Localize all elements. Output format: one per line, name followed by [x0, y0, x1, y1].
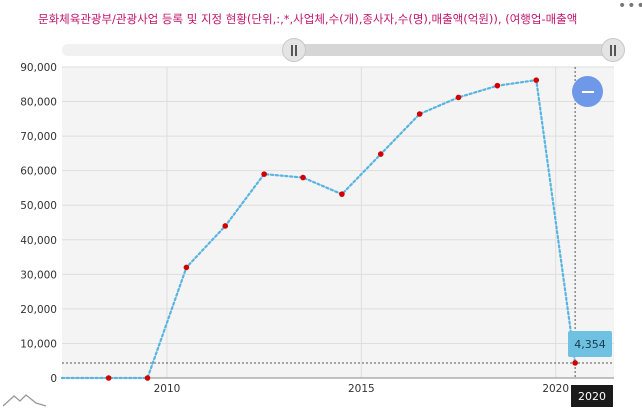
x-tick-label: 2020 — [542, 383, 569, 395]
plot-area — [62, 67, 614, 378]
data-point[interactable] — [455, 94, 462, 101]
data-point[interactable] — [144, 375, 151, 381]
range-slider-end-handle[interactable] — [601, 38, 625, 62]
range-slider-start-handle[interactable] — [282, 38, 306, 62]
data-points — [105, 77, 578, 381]
data-point[interactable] — [533, 77, 540, 83]
x-tick-label: 2010 — [154, 383, 181, 395]
y-tick-label: 30,000 — [20, 269, 57, 281]
series-line — [60, 78, 577, 380]
y-tick-label: 50,000 — [20, 200, 57, 212]
data-point[interactable] — [377, 151, 384, 157]
x-axis-ticks: 2010 2015 2020 — [154, 383, 569, 395]
tooltip-x-label: 2020 — [571, 385, 613, 407]
x-tick-label: 2015 — [348, 383, 375, 395]
grip-icon — [610, 44, 616, 56]
range-slider-selection[interactable] — [294, 44, 614, 56]
data-point[interactable] — [183, 264, 190, 271]
y-tick-label: 80,000 — [20, 97, 57, 109]
more-horizontal-icon[interactable]: ••• — [618, 0, 642, 14]
crosshair — [62, 67, 614, 378]
zoom-out-icon[interactable] — [572, 76, 603, 107]
grid-lines — [62, 66, 614, 378]
data-point[interactable] — [339, 191, 345, 197]
data-point[interactable] — [222, 223, 229, 229]
mountain-logo-icon — [2, 394, 47, 407]
y-tick-label: 90,000 — [20, 62, 57, 74]
y-tick-label: 0 — [50, 373, 57, 385]
data-point[interactable] — [572, 360, 578, 366]
grip-icon — [291, 44, 297, 56]
y-tick-label: 70,000 — [20, 131, 57, 143]
chart-title: 문화체육관광부/관광사업 등록 및 지정 현황(단위,:,*,사업체,수(개),… — [38, 12, 578, 26]
data-point[interactable] — [300, 174, 306, 181]
y-tick-label: 10,000 — [20, 338, 57, 350]
tooltip-value: 4,354 — [568, 331, 612, 357]
y-tick-label: 40,000 — [20, 235, 57, 247]
y-axis-ticks: 0 10,000 20,000 30,000 40,000 50,000 60,000 70,… — [20, 62, 57, 385]
data-point[interactable] — [494, 82, 501, 89]
data-point[interactable] — [105, 375, 112, 381]
data-point[interactable] — [261, 171, 267, 177]
data-point[interactable] — [416, 111, 423, 117]
y-tick-label: 20,000 — [20, 304, 57, 316]
y-tick-label: 60,000 — [20, 166, 57, 178]
